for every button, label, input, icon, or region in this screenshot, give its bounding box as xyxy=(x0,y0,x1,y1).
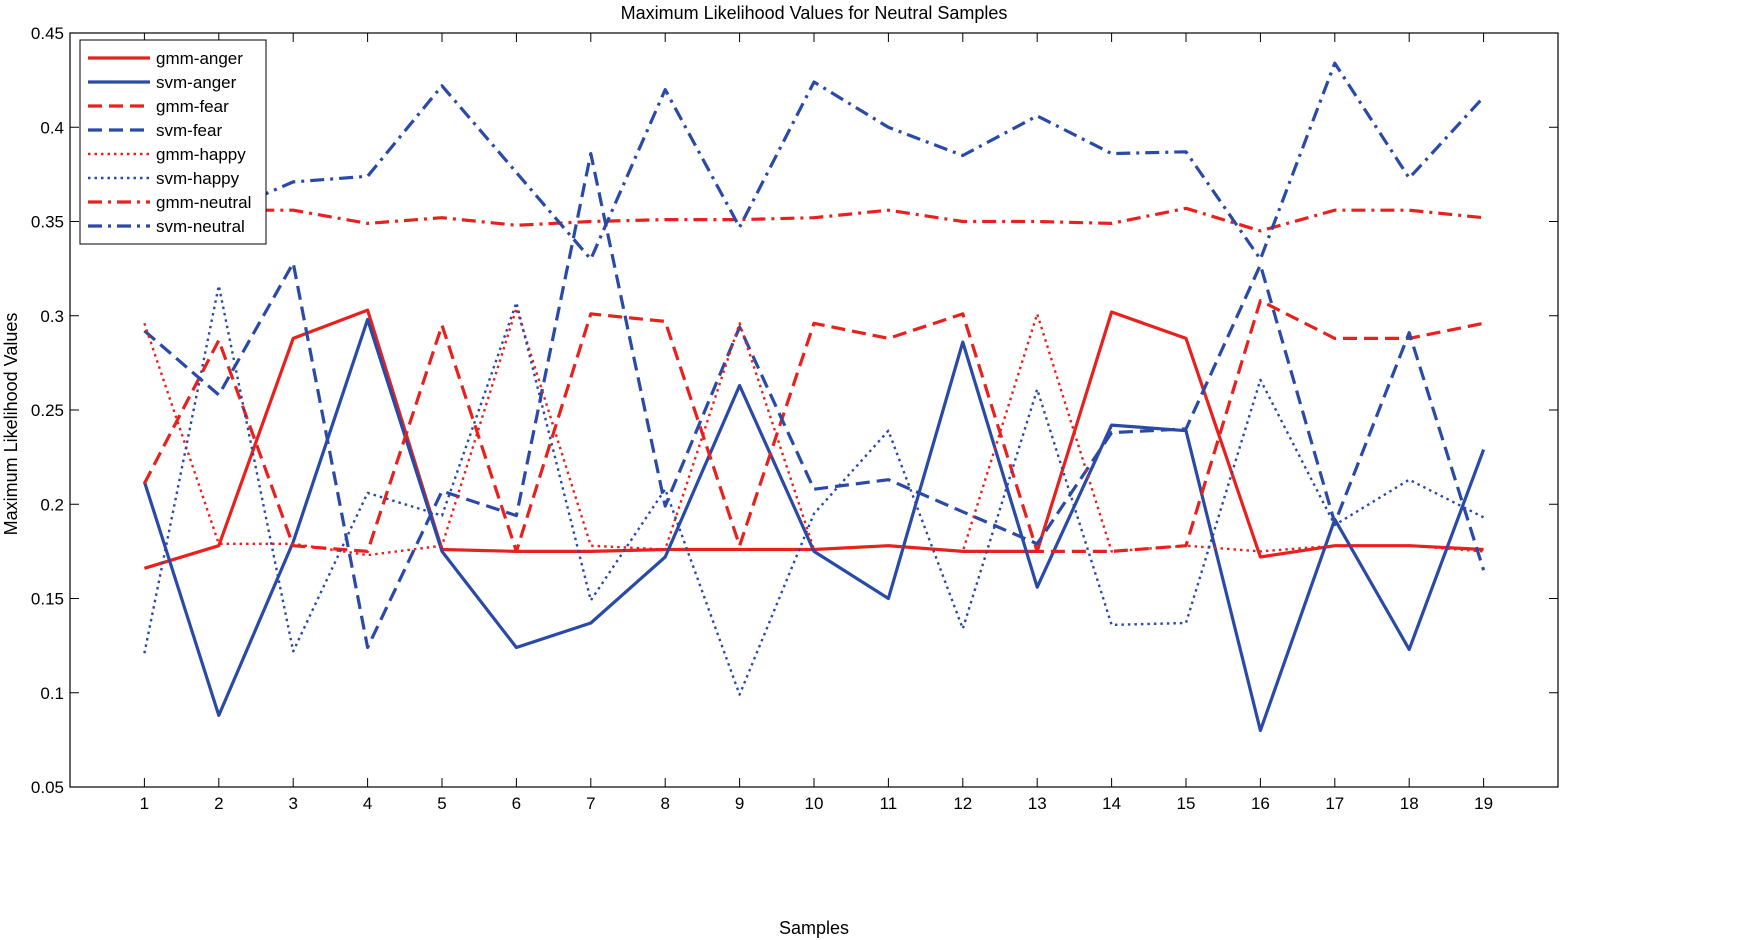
x-tick-label: 2 xyxy=(214,794,223,813)
y-tick-label: 0.3 xyxy=(40,307,64,326)
x-axis: 1 2 3 4 5 6 7 8 9 10 11 12 13 14 15 16 17 18 19 xyxy=(140,33,1493,813)
y-tick-label: 0.4 xyxy=(40,118,64,137)
x-tick-label: 5 xyxy=(437,794,446,813)
series-line-gmm-neutral xyxy=(144,206,1484,233)
legend-label-svm-neutral: svm-neutral xyxy=(156,217,245,236)
y-tick-label: 0.15 xyxy=(31,590,64,609)
y-tick-label: 0.25 xyxy=(31,401,64,420)
y-axis-title: Maximum Likelihood Values xyxy=(1,313,21,536)
x-tick-label: 14 xyxy=(1102,794,1121,813)
y-tick-label: 0.1 xyxy=(40,684,64,703)
x-tick-label: 13 xyxy=(1028,794,1047,813)
series-line-gmm-happy xyxy=(143,307,1484,557)
legend-label-svm-fear: svm-fear xyxy=(156,121,222,140)
chart-title: Maximum Likelihood Values for Neutral Sa… xyxy=(621,3,1008,23)
x-tick-label: 16 xyxy=(1251,794,1270,813)
legend-label-gmm-anger: gmm-anger xyxy=(156,49,243,68)
x-tick-label: 15 xyxy=(1177,794,1196,813)
legend-label-svm-anger: svm-anger xyxy=(156,73,237,92)
y-tick-label: 0.45 xyxy=(31,24,64,43)
x-tick-label: 9 xyxy=(735,794,744,813)
legend-label-gmm-happy: gmm-happy xyxy=(156,145,246,164)
x-tick-label: 6 xyxy=(512,794,521,813)
x-tick-label: 19 xyxy=(1474,794,1493,813)
x-tick-label: 17 xyxy=(1325,794,1344,813)
y-tick-label: 0.2 xyxy=(40,495,64,514)
series-line-svm-neutral xyxy=(144,61,1485,261)
y-tick-label: 0.35 xyxy=(31,213,64,232)
series-line-gmm-fear xyxy=(142,299,1484,554)
plot-lines xyxy=(142,61,1486,733)
series-line-svm-fear xyxy=(143,152,1486,650)
x-tick-label: 8 xyxy=(660,794,669,813)
legend-label-svm-happy: svm-happy xyxy=(156,169,240,188)
x-tick-label: 7 xyxy=(586,794,595,813)
x-tick-label: 1 xyxy=(140,794,149,813)
y-axis: 0.05 0.1 0.15 0.2 0.25 0.3 0.35 0.4 0.45 xyxy=(31,24,1558,797)
series-line-gmm-anger xyxy=(143,308,1484,570)
x-tick-label: 12 xyxy=(953,794,972,813)
legend-box xyxy=(79,39,267,245)
x-tick-label: 18 xyxy=(1400,794,1419,813)
x-axis-title: Samples xyxy=(779,918,849,938)
series-line-svm-happy xyxy=(143,284,1485,696)
plot-frame xyxy=(69,32,1559,788)
x-tick-label: 10 xyxy=(805,794,824,813)
series-line-svm-anger xyxy=(142,317,1486,733)
x-tick-label: 3 xyxy=(288,794,297,813)
y-tick-label: 0.05 xyxy=(31,778,64,797)
x-tick-label: 4 xyxy=(363,794,372,813)
legend-label-gmm-fear: gmm-fear xyxy=(156,97,229,116)
legend-label-gmm-neutral: gmm-neutral xyxy=(156,193,251,212)
legend: gmm-anger svm-anger gmm-fear svm-fear gmm-ha… xyxy=(79,39,267,245)
x-tick-label: 11 xyxy=(880,794,898,813)
